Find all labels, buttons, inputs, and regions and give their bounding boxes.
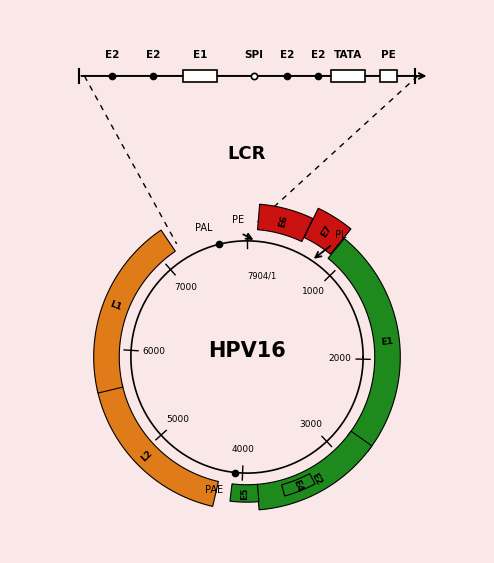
Text: L2: L2 [140,448,155,463]
Text: TATA: TATA [334,50,362,60]
Bar [331,70,365,82]
Bar [183,70,217,82]
Text: PAE: PAE [206,485,224,495]
Text: 3000: 3000 [299,420,322,429]
Text: E6: E6 [278,214,289,229]
Polygon shape [282,473,315,496]
Text: E7: E7 [319,224,333,239]
Text: E2: E2 [146,50,160,60]
Text: HPV16: HPV16 [208,341,286,361]
Text: 7000: 7000 [174,283,197,292]
Polygon shape [257,204,313,242]
Text: E1: E1 [193,50,207,60]
Text: LCR: LCR [228,145,266,163]
Text: 7904/1: 7904/1 [247,271,277,280]
Text: E2: E2 [105,50,120,60]
Text: PE: PE [381,50,396,60]
Text: E2: E2 [280,50,294,60]
Text: E1: E1 [380,337,393,347]
Text: PAL: PAL [195,222,212,233]
Text: E2: E2 [309,472,323,487]
Text: PE: PE [233,215,245,225]
Bar [380,70,397,82]
Text: 2000: 2000 [329,354,351,363]
Text: SPI: SPI [244,50,263,60]
Text: 4000: 4000 [232,445,255,454]
Text: E5: E5 [240,487,249,500]
Text: E4: E4 [291,478,305,493]
Polygon shape [97,385,218,506]
Text: 1000: 1000 [302,288,325,297]
Polygon shape [94,230,175,393]
Text: E2: E2 [311,50,325,60]
Text: 5000: 5000 [167,415,190,424]
Polygon shape [328,239,400,452]
Polygon shape [230,484,259,502]
Polygon shape [304,208,351,254]
Text: L1: L1 [109,300,123,312]
Text: 6000: 6000 [143,347,166,356]
Text: PL: PL [335,230,346,240]
Polygon shape [257,431,372,510]
